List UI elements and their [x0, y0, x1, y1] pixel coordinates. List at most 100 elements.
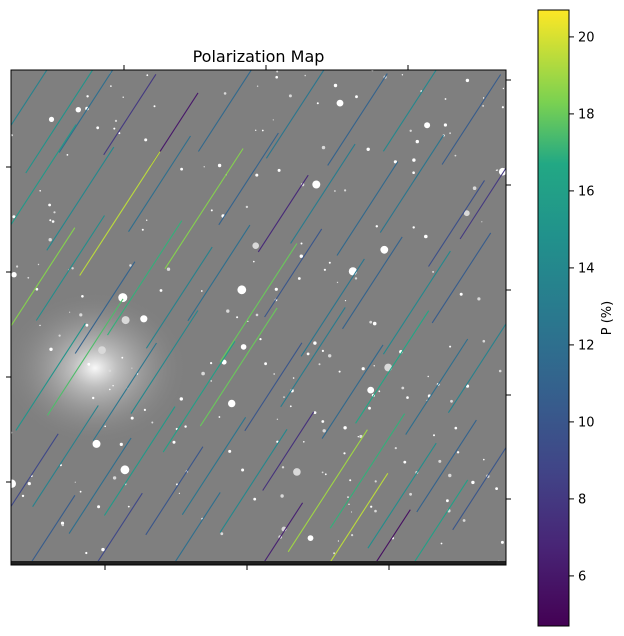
star — [129, 264, 132, 267]
star — [272, 119, 274, 121]
star — [37, 263, 40, 266]
star — [443, 123, 447, 127]
star — [456, 451, 460, 454]
star — [348, 503, 350, 505]
star — [92, 439, 101, 448]
polarization-vector — [411, 479, 469, 565]
star — [166, 267, 171, 271]
star — [60, 521, 65, 525]
polarization-vector — [382, 70, 437, 152]
star — [79, 313, 83, 317]
star — [113, 127, 116, 130]
star — [75, 107, 82, 113]
star — [240, 344, 247, 350]
star — [448, 473, 452, 478]
polarization-vector — [327, 473, 389, 565]
star — [184, 425, 187, 428]
polarization-vector — [416, 419, 477, 513]
star — [210, 209, 213, 212]
polarization-vector — [265, 70, 325, 159]
polarization-vector — [25, 70, 94, 174]
star — [367, 386, 375, 394]
star — [322, 429, 326, 433]
polarization-vector — [373, 509, 411, 565]
star — [449, 132, 451, 135]
star — [49, 347, 53, 351]
star — [316, 102, 319, 105]
star — [146, 219, 148, 221]
polarization-vector — [321, 344, 384, 439]
star — [403, 460, 407, 464]
polarization-vector — [257, 174, 309, 253]
star — [336, 99, 344, 107]
polarization-vector — [11, 70, 48, 127]
star — [333, 83, 338, 88]
star — [12, 215, 16, 219]
polarization-vector — [103, 74, 157, 156]
star — [131, 367, 133, 369]
star — [406, 396, 409, 399]
star — [344, 189, 347, 192]
star — [51, 220, 55, 223]
star — [223, 92, 227, 95]
star — [281, 466, 285, 469]
star — [321, 349, 324, 352]
star — [112, 385, 114, 387]
star — [304, 74, 307, 77]
polarization-vector — [452, 446, 506, 531]
colorbar-label: P (%) — [600, 301, 615, 335]
star — [180, 167, 184, 171]
polarization-vector — [197, 70, 252, 152]
star — [337, 540, 339, 542]
polarization-vector — [199, 307, 278, 427]
star — [276, 70, 279, 73]
polarization-vector — [219, 243, 298, 363]
colorbar-tick-label: 20 — [578, 30, 595, 45]
axis-ticks — [6, 65, 511, 570]
star — [66, 154, 69, 156]
star — [321, 145, 326, 150]
star — [141, 228, 144, 231]
polarization-vector — [164, 148, 244, 269]
polarization-vector — [261, 502, 304, 565]
star — [446, 499, 449, 503]
star — [409, 492, 412, 496]
star — [112, 476, 117, 480]
polarization-vector — [428, 180, 485, 267]
star — [496, 169, 499, 172]
star — [121, 316, 130, 325]
star — [256, 85, 259, 87]
star — [502, 87, 505, 90]
colorbar-tick-label: 18 — [578, 107, 595, 122]
star — [450, 399, 453, 403]
star — [179, 397, 183, 401]
star — [482, 97, 485, 99]
star — [312, 180, 321, 189]
star — [201, 371, 205, 376]
star — [366, 147, 370, 151]
star — [463, 210, 470, 217]
star — [264, 362, 267, 366]
star — [292, 377, 295, 379]
star — [245, 205, 249, 209]
star — [74, 481, 76, 483]
star — [210, 380, 212, 382]
nebula-glow — [11, 293, 185, 443]
star — [255, 173, 259, 177]
star — [144, 138, 148, 142]
polarization-vector — [15, 323, 86, 431]
star — [172, 440, 176, 444]
star — [255, 129, 257, 131]
polarization-vector — [128, 135, 191, 232]
star — [481, 221, 483, 223]
polarization-vector — [447, 322, 506, 413]
star — [483, 458, 485, 461]
polarization-vector — [355, 310, 430, 424]
star — [104, 425, 106, 428]
star — [351, 534, 354, 537]
star — [228, 399, 236, 408]
star — [203, 166, 205, 168]
star — [86, 95, 89, 98]
star — [289, 405, 292, 408]
star — [498, 369, 502, 373]
